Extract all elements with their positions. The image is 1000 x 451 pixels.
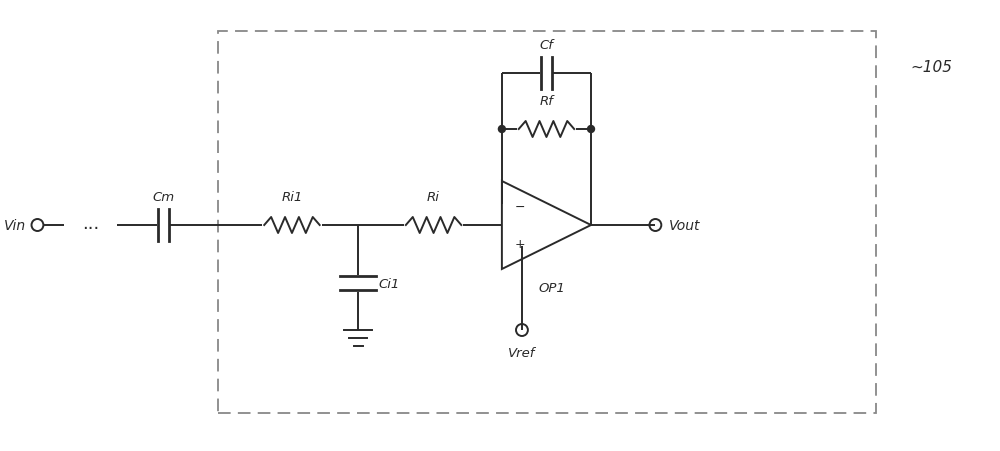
Text: Ci1: Ci1	[378, 277, 399, 290]
Bar	[218, 32, 876, 413]
Text: Vout: Vout	[669, 219, 701, 232]
Text: Ri: Ri	[427, 191, 440, 203]
Text: OP1: OP1	[538, 281, 565, 295]
Text: Cm: Cm	[152, 191, 174, 203]
Text: ...: ...	[82, 215, 100, 232]
Text: −: −	[514, 201, 525, 213]
Text: +: +	[514, 238, 525, 250]
Text: Vin: Vin	[3, 219, 26, 232]
Text: ~105: ~105	[911, 60, 953, 74]
Text: Vref: Vref	[508, 346, 536, 359]
Circle shape	[588, 126, 594, 133]
Text: Ri1: Ri1	[281, 191, 303, 203]
Text: Cf: Cf	[540, 39, 553, 52]
Text: Rf: Rf	[540, 95, 553, 108]
Circle shape	[498, 126, 505, 133]
